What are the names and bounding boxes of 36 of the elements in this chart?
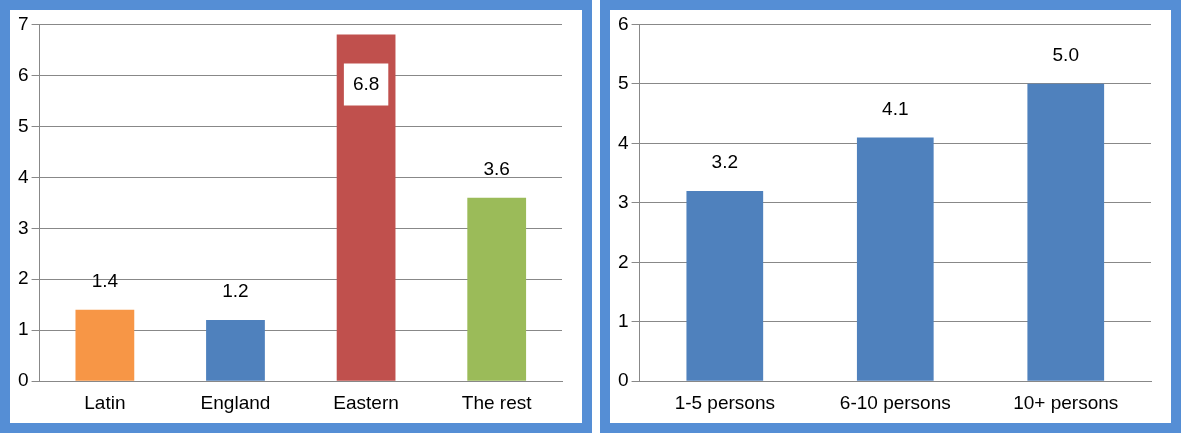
x-tick-label: England xyxy=(200,391,271,413)
bar xyxy=(856,137,934,381)
y-tick-label: 2 xyxy=(17,267,29,289)
bar xyxy=(686,190,764,381)
bar xyxy=(1027,83,1105,381)
bar xyxy=(206,320,265,381)
bar xyxy=(336,34,396,381)
data-label: 4.1 xyxy=(882,97,909,119)
y-tick-label: 1 xyxy=(617,309,629,331)
x-tick-label: 1-5 persons xyxy=(674,391,775,413)
y-tick-label: 3 xyxy=(617,191,629,213)
y-tick-label: 1 xyxy=(17,318,29,340)
data-label: 6.8 xyxy=(352,72,380,94)
y-tick-label: 0 xyxy=(17,369,29,391)
data-label: 5.0 xyxy=(1052,44,1079,66)
x-tick-label: Latin xyxy=(84,391,126,413)
bar xyxy=(467,197,527,381)
y-tick-label: 4 xyxy=(617,131,629,153)
y-tick-label: 5 xyxy=(17,114,29,136)
x-tick-label: The rest xyxy=(461,391,533,413)
data-label: 1.2 xyxy=(222,280,249,302)
data-label: 3.2 xyxy=(711,151,739,173)
x-tick-label: 10+ persons xyxy=(1013,391,1119,413)
y-tick-label: 3 xyxy=(17,216,29,238)
data-label: 1.4 xyxy=(91,270,119,292)
y-tick-label: 5 xyxy=(617,72,629,94)
y-tick-label: 2 xyxy=(617,250,629,272)
data-label: 3.6 xyxy=(483,157,510,179)
bar xyxy=(75,309,135,381)
y-tick-label: 7 xyxy=(17,12,29,34)
x-tick-label: 6-10 persons xyxy=(839,391,951,413)
y-tick-label: 6 xyxy=(617,12,629,34)
y-tick-label: 0 xyxy=(617,369,629,391)
x-tick-label: Eastern xyxy=(333,391,399,413)
y-tick-label: 6 xyxy=(17,63,29,85)
y-tick-label: 4 xyxy=(17,165,29,187)
